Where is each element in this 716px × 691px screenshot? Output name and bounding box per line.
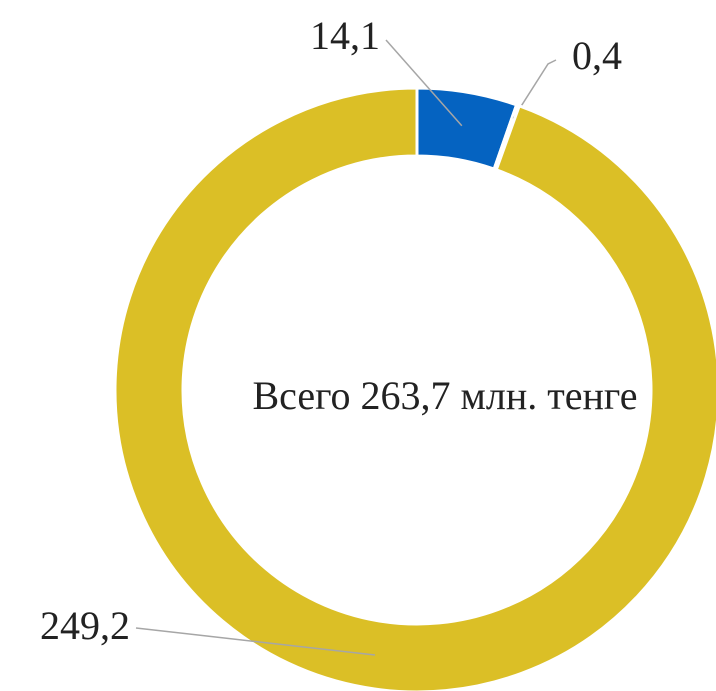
data-label: 14,1 bbox=[310, 13, 380, 58]
leader-line bbox=[385, 39, 463, 127]
leader-line bbox=[512, 59, 557, 119]
data-label: 249,2 bbox=[40, 603, 130, 648]
center-annotation: Всего 263,7 млн. тенге bbox=[252, 373, 637, 418]
leader-line bbox=[135, 627, 376, 656]
data-label: 0,4 bbox=[572, 33, 622, 78]
donut-slice bbox=[113, 86, 716, 691]
